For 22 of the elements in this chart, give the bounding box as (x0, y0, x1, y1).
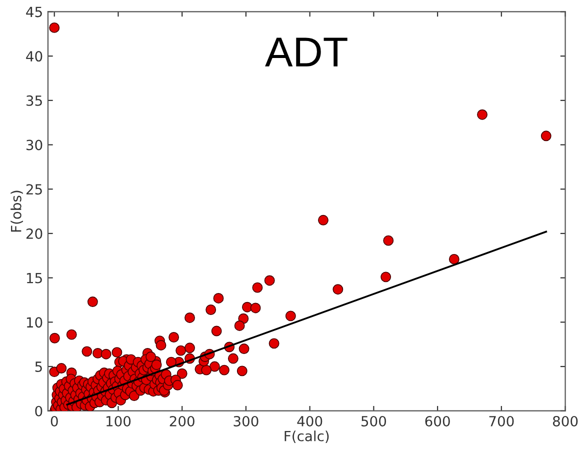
x-tick-label: 700 (489, 416, 514, 426)
x-tick-label: 800 (552, 416, 578, 426)
x-tick-label: 200 (170, 416, 194, 426)
y-tick-label: 35 (26, 95, 42, 106)
y-tick-label: 15 (26, 272, 42, 284)
x-tick-label: 0 (50, 416, 58, 426)
x-tick-label: 400 (297, 416, 322, 426)
annotation: ADT (265, 38, 348, 66)
y-tick-label: 20 (26, 228, 42, 239)
y-tick-label: 30 (26, 140, 42, 150)
y-tick-label: 25 (26, 184, 42, 195)
x-axis-title: F(calc) (284, 430, 329, 443)
y-tick-label: 5 (35, 362, 42, 372)
x-tick-label: 300 (234, 416, 258, 426)
y-tick-label: 40 (26, 51, 42, 62)
x-tick-label: 100 (106, 416, 131, 426)
x-tick-label: 600 (425, 416, 450, 426)
y-tick-label: 0 (35, 406, 42, 416)
y-tick-label: 10 (26, 317, 42, 328)
y-tick-label: 45 (26, 6, 42, 18)
x-tick-label: 500 (362, 416, 386, 426)
y-axis-title: F(obs) (10, 190, 23, 232)
